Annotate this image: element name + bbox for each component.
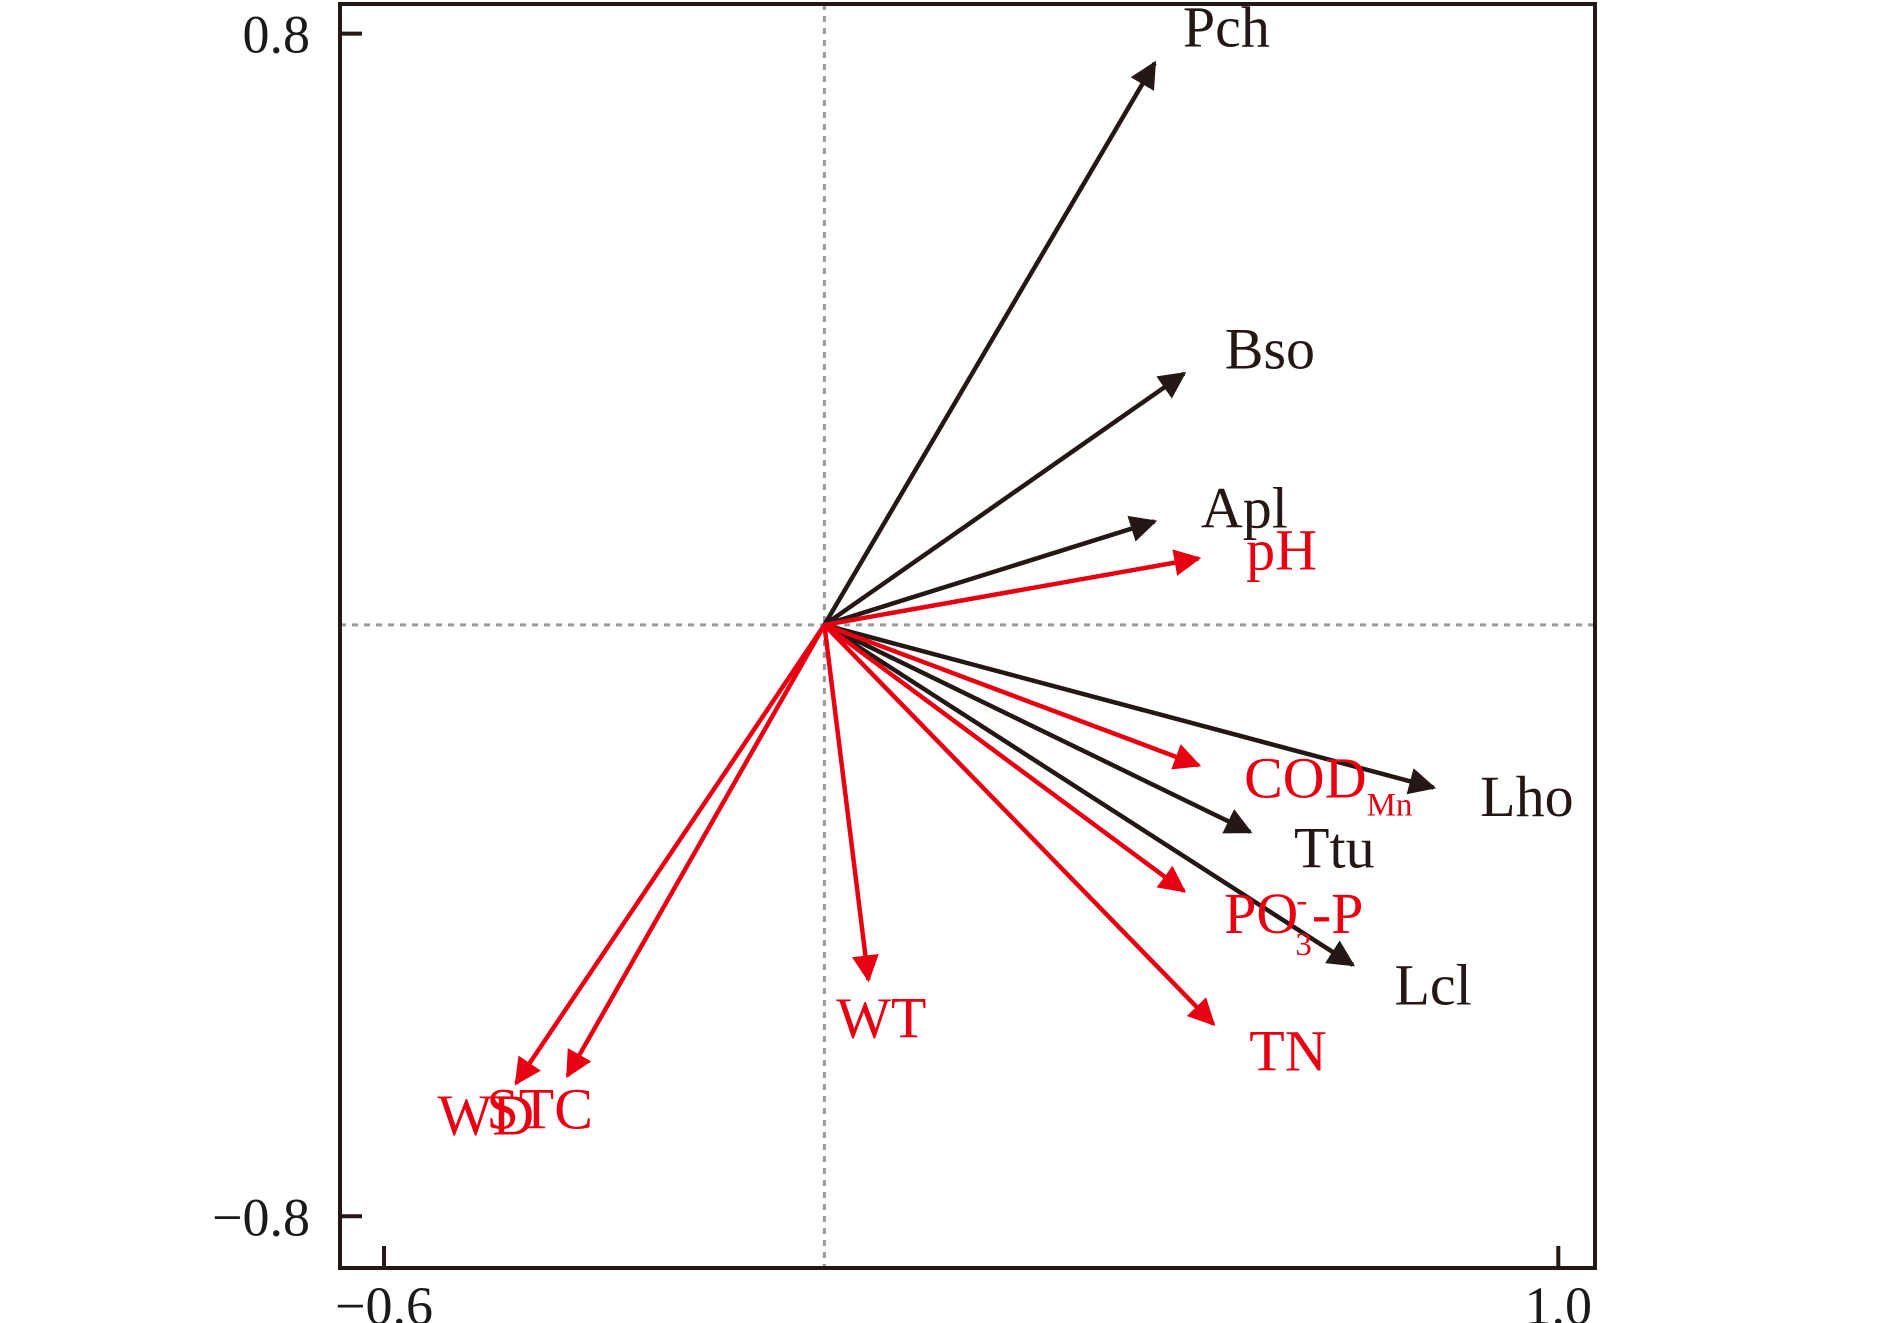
vector-label-po3-p: PO-3-P [1224, 881, 1363, 963]
vector-wd [514, 623, 827, 1086]
plot-border [338, 2, 1597, 1270]
vector-label-tn: TN [1249, 1019, 1326, 1084]
vector-lho [823, 622, 1437, 795]
vector-label-codmn: CODMn [1244, 745, 1412, 823]
vector-label-apl: Apl [1201, 475, 1288, 540]
vector-stc [565, 623, 827, 1079]
x-tick-label: −0.6 [335, 1276, 433, 1323]
zero-reference-lines [340, 4, 1595, 1268]
vector-arrows [514, 60, 1437, 1086]
y-tick-label: −0.8 [212, 1187, 310, 1247]
vector-label-ph: pH [1246, 517, 1317, 582]
vector-lcl [823, 623, 1356, 967]
vector-label-pch: Pch [1183, 0, 1270, 60]
plot-frame [338, 2, 1597, 1270]
y-tick-label: 0.8 [243, 5, 311, 65]
vector-tn [822, 623, 1216, 1027]
vector-apl [823, 515, 1158, 628]
vector-codmn [823, 622, 1202, 770]
vector-label-ttu: Ttu [1294, 815, 1375, 880]
vector-label-bso: Bso [1225, 317, 1315, 382]
axis-ticks: −0.6 1.0 0.8 −0.8 [212, 5, 1592, 1323]
vector-bso [823, 371, 1187, 627]
vector-label-wd: WD [437, 1082, 534, 1147]
vector-ph [823, 549, 1202, 628]
vector-label-wt: WT [836, 985, 926, 1050]
vector-wt [822, 624, 879, 983]
vector-pch [822, 60, 1157, 627]
x-tick-label: 1.0 [1525, 1276, 1593, 1323]
vector-po3-p [823, 623, 1187, 893]
vector-label-stc: STC [487, 1077, 593, 1142]
vector-label-lcl: Lcl [1394, 953, 1471, 1018]
vector-ttu [823, 622, 1253, 834]
vector-label-lho: Lho [1480, 764, 1573, 829]
